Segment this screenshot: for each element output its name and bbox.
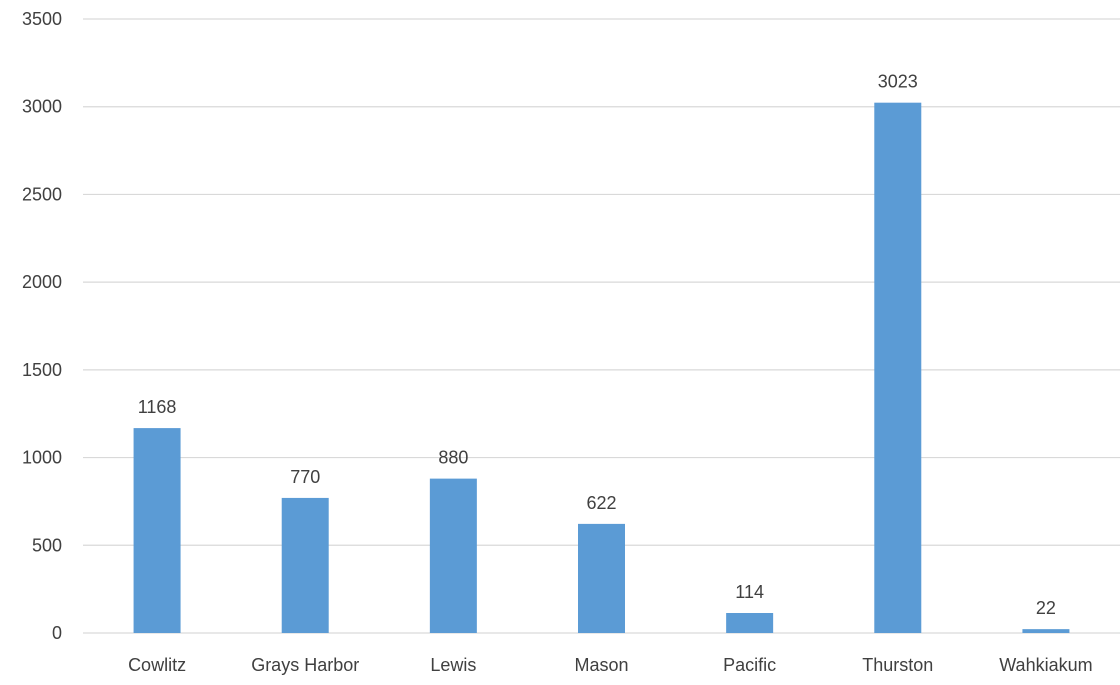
- data-label: 3023: [878, 72, 918, 92]
- x-tick-label: Cowlitz: [128, 655, 186, 675]
- y-tick-label: 1500: [22, 360, 62, 380]
- data-label: 880: [438, 448, 468, 468]
- data-label: 770: [290, 467, 320, 487]
- y-tick-label: 3500: [22, 9, 62, 29]
- y-tick-label: 0: [52, 623, 62, 643]
- x-tick-label: Wahkiakum: [999, 655, 1092, 675]
- bar: [429, 478, 477, 633]
- x-tick-label: Grays Harbor: [251, 655, 359, 675]
- x-axis-ticks: Cowlitz Grays Harbor Lewis Mason Pacific Thur…: [128, 655, 1093, 675]
- data-label: 22: [1036, 598, 1056, 618]
- y-axis-ticks: 0 500 1000 1500 2000 2500 3000 3500: [22, 9, 62, 643]
- y-tick-label: 2500: [22, 184, 62, 204]
- bar: [726, 613, 774, 633]
- x-tick-label: Mason: [574, 655, 628, 675]
- y-tick-label: 3000: [22, 97, 62, 117]
- bar: [133, 428, 181, 633]
- bar: [578, 523, 625, 633]
- x-tick-label: Lewis: [430, 655, 476, 675]
- bar: [281, 497, 329, 633]
- bar: [1022, 629, 1070, 633]
- x-tick-label: Thurston: [862, 655, 933, 675]
- bar: [874, 102, 922, 633]
- y-tick-label: 500: [32, 535, 62, 555]
- data-label: 114: [735, 582, 764, 602]
- y-tick-label: 2000: [22, 272, 62, 292]
- data-labels: 1168 770 880 622 114 3023 22: [138, 72, 1056, 618]
- data-label: 1168: [138, 397, 177, 417]
- gridlines: [83, 18, 1120, 634]
- y-tick-label: 1000: [22, 448, 62, 468]
- x-tick-label: Pacific: [723, 655, 776, 675]
- bars: [133, 102, 1070, 633]
- data-label: 622: [586, 493, 616, 513]
